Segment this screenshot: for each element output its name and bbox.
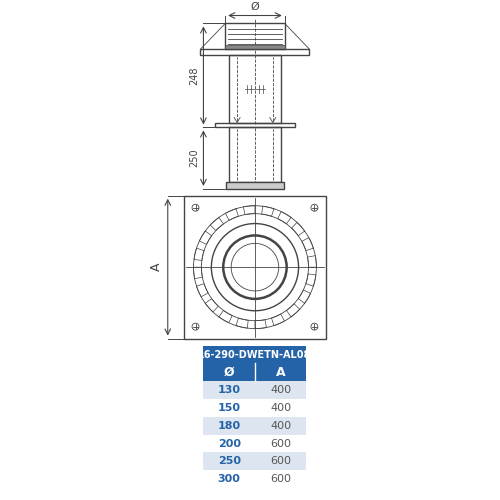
Text: Ø: Ø: [224, 366, 234, 378]
Bar: [204, 364, 255, 381]
Text: 16-290-DWETN-AL08: 16-290-DWETN-AL08: [198, 350, 312, 360]
Text: 150: 150: [218, 403, 240, 413]
Text: 400: 400: [270, 403, 291, 413]
Text: 600: 600: [270, 474, 291, 484]
Bar: [229, 55, 280, 122]
Text: 200: 200: [218, 438, 240, 448]
Text: 600: 600: [270, 438, 291, 448]
Text: 130: 130: [218, 385, 240, 395]
Text: 180: 180: [218, 420, 241, 430]
Bar: [229, 128, 280, 182]
Text: A: A: [150, 263, 163, 272]
Bar: [204, 399, 306, 417]
Text: 600: 600: [270, 456, 291, 466]
Text: 250: 250: [190, 149, 200, 168]
Text: 300: 300: [218, 474, 240, 484]
Text: 400: 400: [270, 420, 291, 430]
Bar: [200, 49, 310, 55]
Bar: [204, 434, 306, 452]
Bar: [216, 122, 294, 128]
Text: 400: 400: [270, 385, 291, 395]
Text: Ø: Ø: [250, 2, 260, 12]
Bar: [204, 346, 306, 364]
Bar: [204, 452, 306, 470]
Text: 250: 250: [218, 456, 240, 466]
Text: A: A: [276, 366, 285, 378]
Bar: [204, 381, 306, 399]
Bar: [225, 45, 284, 49]
Bar: [204, 470, 306, 488]
Bar: [226, 182, 283, 189]
Bar: [184, 196, 326, 338]
Bar: [204, 417, 306, 434]
Bar: [255, 364, 306, 381]
Text: 248: 248: [190, 66, 200, 84]
Bar: [225, 24, 284, 49]
